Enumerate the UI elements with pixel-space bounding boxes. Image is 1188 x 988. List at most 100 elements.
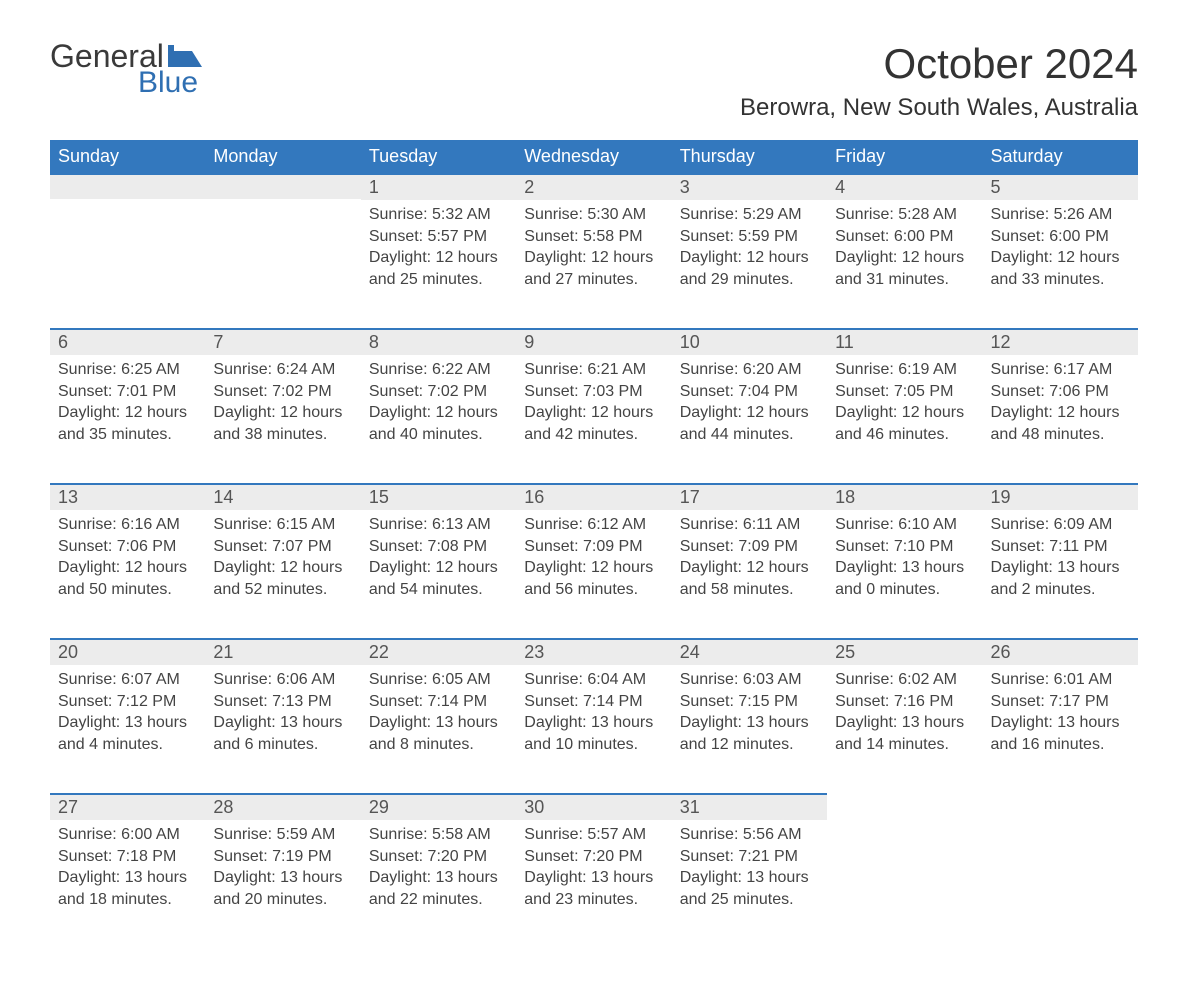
- day-number: 13: [50, 483, 205, 510]
- day-number: 16: [516, 483, 671, 510]
- day-number: 14: [205, 483, 360, 510]
- day-number: 10: [672, 328, 827, 355]
- day-body-cell: Sunrise: 6:16 AMSunset: 7:06 PMDaylight:…: [50, 510, 205, 638]
- empty-day-strip: [50, 173, 205, 199]
- day-number-cell: 17: [672, 483, 827, 510]
- empty-number-cell: [50, 173, 205, 200]
- sunset-line: Sunset: 7:03 PM: [524, 381, 663, 403]
- day-number: 1: [361, 173, 516, 200]
- sunrise-line: Sunrise: 6:05 AM: [369, 669, 508, 691]
- day-number-cell: 28: [205, 793, 360, 820]
- day-body-cell: Sunrise: 5:26 AMSunset: 6:00 PMDaylight:…: [983, 200, 1138, 328]
- day-number-cell: 16: [516, 483, 671, 510]
- day-number-cell: 5: [983, 173, 1138, 200]
- weekday-header: Wednesday: [516, 140, 671, 173]
- day-number-cell: 7: [205, 328, 360, 355]
- sunrise-line: Sunrise: 6:01 AM: [991, 669, 1130, 691]
- day-number-cell: 4: [827, 173, 982, 200]
- sunset-line: Sunset: 7:18 PM: [58, 846, 197, 868]
- sunrise-line: Sunrise: 5:59 AM: [213, 824, 352, 846]
- day-number-cell: 18: [827, 483, 982, 510]
- sunset-line: Sunset: 7:17 PM: [991, 691, 1130, 713]
- day-body-cell: Sunrise: 6:15 AMSunset: 7:07 PMDaylight:…: [205, 510, 360, 638]
- day-body: Sunrise: 5:59 AMSunset: 7:19 PMDaylight:…: [205, 820, 360, 926]
- weekday-header-row: SundayMondayTuesdayWednesdayThursdayFrid…: [50, 140, 1138, 173]
- empty-number-cell: [983, 793, 1138, 820]
- day-number: 23: [516, 638, 671, 665]
- day-number: 26: [983, 638, 1138, 665]
- day-number-cell: 27: [50, 793, 205, 820]
- sunrise-line: Sunrise: 5:26 AM: [991, 204, 1130, 226]
- day-body-cell: Sunrise: 6:25 AMSunset: 7:01 PMDaylight:…: [50, 355, 205, 483]
- day-number-cell: 20: [50, 638, 205, 665]
- sunset-line: Sunset: 5:59 PM: [680, 226, 819, 248]
- sunrise-line: Sunrise: 5:57 AM: [524, 824, 663, 846]
- sunrise-line: Sunrise: 6:19 AM: [835, 359, 974, 381]
- day-number: 24: [672, 638, 827, 665]
- day-body: Sunrise: 6:09 AMSunset: 7:11 PMDaylight:…: [983, 510, 1138, 616]
- day-body: Sunrise: 6:25 AMSunset: 7:01 PMDaylight:…: [50, 355, 205, 461]
- sunset-line: Sunset: 7:21 PM: [680, 846, 819, 868]
- day-number: 11: [827, 328, 982, 355]
- sunset-line: Sunset: 5:58 PM: [524, 226, 663, 248]
- week-body-row: Sunrise: 5:32 AMSunset: 5:57 PMDaylight:…: [50, 200, 1138, 328]
- sunrise-line: Sunrise: 6:20 AM: [680, 359, 819, 381]
- week-body-row: Sunrise: 6:07 AMSunset: 7:12 PMDaylight:…: [50, 665, 1138, 793]
- day-number: 22: [361, 638, 516, 665]
- sunrise-line: Sunrise: 6:11 AM: [680, 514, 819, 536]
- sunrise-line: Sunrise: 5:56 AM: [680, 824, 819, 846]
- sunrise-line: Sunrise: 6:04 AM: [524, 669, 663, 691]
- sunrise-line: Sunrise: 6:16 AM: [58, 514, 197, 536]
- daylight-line: Daylight: 12 hours and 46 minutes.: [835, 402, 974, 445]
- day-body: Sunrise: 5:26 AMSunset: 6:00 PMDaylight:…: [983, 200, 1138, 306]
- day-number: 9: [516, 328, 671, 355]
- sunrise-line: Sunrise: 6:12 AM: [524, 514, 663, 536]
- daylight-line: Daylight: 12 hours and 54 minutes.: [369, 557, 508, 600]
- day-number: 28: [205, 793, 360, 820]
- sunset-line: Sunset: 7:20 PM: [369, 846, 508, 868]
- day-body: Sunrise: 5:29 AMSunset: 5:59 PMDaylight:…: [672, 200, 827, 306]
- day-body-cell: Sunrise: 6:09 AMSunset: 7:11 PMDaylight:…: [983, 510, 1138, 638]
- day-body: Sunrise: 5:58 AMSunset: 7:20 PMDaylight:…: [361, 820, 516, 926]
- month-title: October 2024: [740, 40, 1138, 88]
- sunrise-line: Sunrise: 6:15 AM: [213, 514, 352, 536]
- day-number-cell: 10: [672, 328, 827, 355]
- day-body-cell: Sunrise: 6:10 AMSunset: 7:10 PMDaylight:…: [827, 510, 982, 638]
- daylight-line: Daylight: 12 hours and 27 minutes.: [524, 247, 663, 290]
- sunset-line: Sunset: 7:02 PM: [213, 381, 352, 403]
- day-number: 6: [50, 328, 205, 355]
- brand-word2: Blue: [138, 68, 202, 98]
- day-body-cell: Sunrise: 6:00 AMSunset: 7:18 PMDaylight:…: [50, 820, 205, 948]
- daylight-line: Daylight: 13 hours and 8 minutes.: [369, 712, 508, 755]
- sunrise-line: Sunrise: 6:17 AM: [991, 359, 1130, 381]
- sunrise-line: Sunrise: 5:29 AM: [680, 204, 819, 226]
- day-body-cell: Sunrise: 6:01 AMSunset: 7:17 PMDaylight:…: [983, 665, 1138, 793]
- day-body: Sunrise: 6:24 AMSunset: 7:02 PMDaylight:…: [205, 355, 360, 461]
- weekday-header: Thursday: [672, 140, 827, 173]
- day-number: 17: [672, 483, 827, 510]
- day-body: Sunrise: 6:04 AMSunset: 7:14 PMDaylight:…: [516, 665, 671, 771]
- day-number: 4: [827, 173, 982, 200]
- daylight-line: Daylight: 12 hours and 25 minutes.: [369, 247, 508, 290]
- daylight-line: Daylight: 13 hours and 12 minutes.: [680, 712, 819, 755]
- sunrise-line: Sunrise: 6:07 AM: [58, 669, 197, 691]
- day-body-cell: Sunrise: 6:07 AMSunset: 7:12 PMDaylight:…: [50, 665, 205, 793]
- sunset-line: Sunset: 7:06 PM: [991, 381, 1130, 403]
- sunset-line: Sunset: 6:00 PM: [991, 226, 1130, 248]
- daylight-line: Daylight: 12 hours and 48 minutes.: [991, 402, 1130, 445]
- sunset-line: Sunset: 6:00 PM: [835, 226, 974, 248]
- day-body: Sunrise: 6:03 AMSunset: 7:15 PMDaylight:…: [672, 665, 827, 771]
- day-number-cell: 22: [361, 638, 516, 665]
- day-number: 12: [983, 328, 1138, 355]
- sunrise-line: Sunrise: 6:06 AM: [213, 669, 352, 691]
- daylight-line: Daylight: 13 hours and 16 minutes.: [991, 712, 1130, 755]
- day-body-cell: Sunrise: 5:30 AMSunset: 5:58 PMDaylight:…: [516, 200, 671, 328]
- day-body: Sunrise: 6:13 AMSunset: 7:08 PMDaylight:…: [361, 510, 516, 616]
- sunset-line: Sunset: 7:20 PM: [524, 846, 663, 868]
- empty-number-cell: [205, 173, 360, 200]
- day-number-cell: 29: [361, 793, 516, 820]
- sunrise-line: Sunrise: 6:10 AM: [835, 514, 974, 536]
- brand-logo: General Blue: [50, 40, 202, 98]
- day-body: Sunrise: 5:28 AMSunset: 6:00 PMDaylight:…: [827, 200, 982, 306]
- day-body: Sunrise: 6:17 AMSunset: 7:06 PMDaylight:…: [983, 355, 1138, 461]
